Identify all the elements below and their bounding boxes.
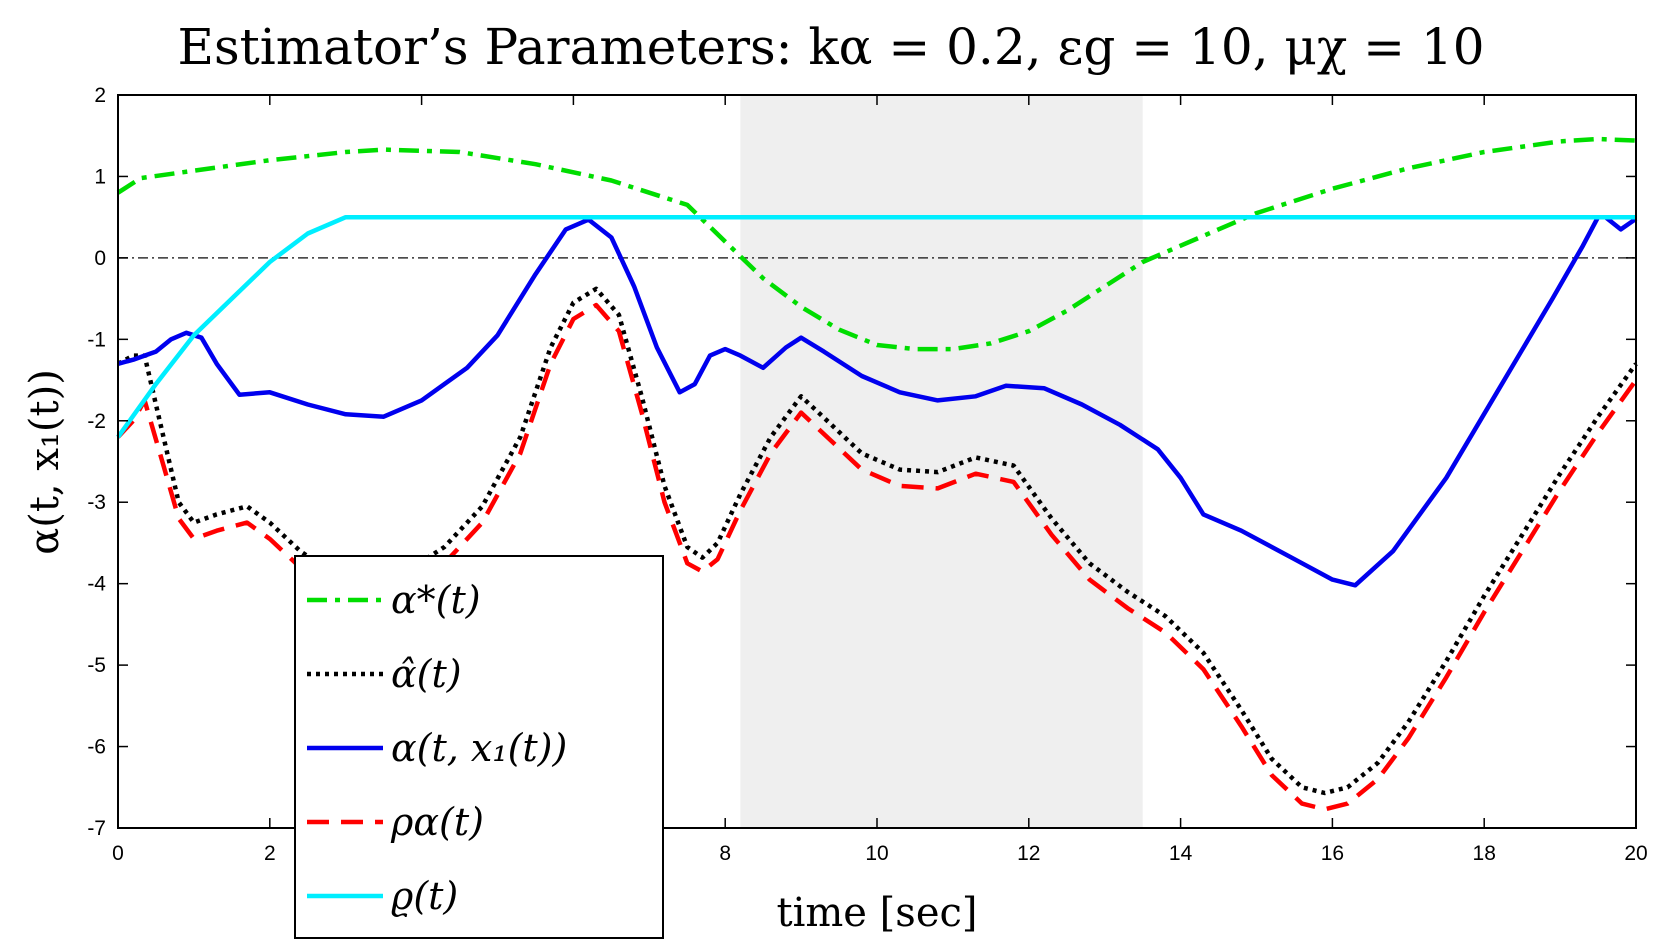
legend: α*(t) α̂(t) α(t, x₁(t)) ρα(t) ϱ(t): [294, 555, 664, 939]
y-tick-label: -7: [87, 817, 106, 840]
x-tick-label: 14: [1169, 842, 1193, 865]
x-tick-label: 20: [1624, 842, 1647, 865]
legend-label-1: α*(t): [391, 578, 481, 622]
tick-group: 02468101214161820210-1-2-3-4-5-6-7: [87, 84, 1647, 865]
y-axis-label: α(t, x₁(t)): [22, 369, 68, 555]
x-tick-label: 8: [719, 842, 731, 865]
series-line-3: [117, 214, 1638, 588]
y-tick-label: -2: [87, 410, 106, 433]
legend-label-3: α(t, x₁(t)): [391, 726, 567, 770]
x-tick-label: 0: [112, 842, 124, 865]
series-group: [116, 136, 1638, 812]
legend-label-5: ϱ(t): [391, 874, 458, 918]
y-tick-label: 1: [94, 165, 106, 188]
legend-label-2: α̂(t): [391, 652, 462, 696]
x-tick-label: 10: [865, 842, 888, 865]
x-tick-label: 16: [1321, 842, 1344, 865]
x-axis-label: time [sec]: [777, 890, 978, 936]
y-tick-label: -3: [87, 491, 106, 514]
y-tick-label: 0: [94, 247, 106, 270]
series-line-5: [116, 214, 1636, 439]
y-tick-label: -4: [87, 573, 106, 596]
chart-title: Estimator’s Parameters: kα = 0.2, εg = 1…: [177, 18, 1484, 76]
y-tick-label: -6: [87, 736, 106, 759]
x-tick-label: 12: [1017, 842, 1040, 865]
y-tick-label: -5: [87, 654, 106, 677]
shaded-region: [740, 95, 1143, 828]
x-tick-label: 2: [264, 842, 276, 865]
legend-label-4: ρα(t): [390, 800, 484, 844]
y-tick-label: 2: [94, 84, 106, 107]
x-tick-label: 18: [1473, 842, 1496, 865]
y-tick-label: -1: [87, 328, 106, 351]
series-line-2: [116, 286, 1638, 796]
series-line-4: [116, 302, 1638, 812]
series-line-1: [116, 136, 1637, 352]
